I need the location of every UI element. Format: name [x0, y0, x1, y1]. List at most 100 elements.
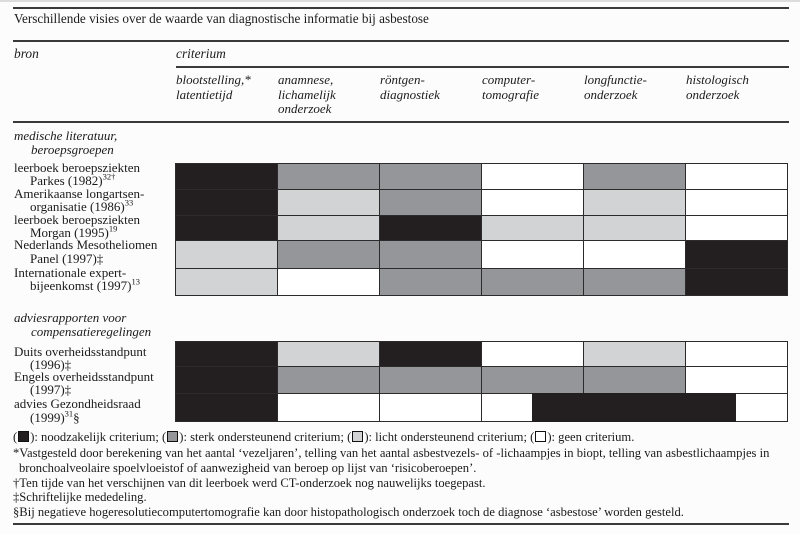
column-header-line: latentietijd	[176, 86, 233, 102]
footnote: §Bij negatieve hogeresolutiecomputertomo…	[13, 505, 684, 520]
matrix-cell-white	[685, 341, 788, 367]
matrix-cell-black	[175, 366, 278, 395]
column-header-1: blootstelling,* latentietijd	[176, 72, 276, 102]
row-label-text: §	[73, 409, 80, 425]
matrix-cell-white	[277, 268, 380, 296]
group-title-line: compensatieregelingen	[31, 323, 152, 339]
column-header-4: computer-tomografie	[482, 72, 582, 102]
matrix-cell-dark	[379, 163, 482, 190]
column-header-line: blootstelling,*	[176, 72, 251, 87]
row-label-text: organisatie (1986)	[30, 198, 125, 214]
row-label-line2: bijeenkomst (1997)13	[14, 276, 140, 294]
column-header-line: longfunctie-	[584, 72, 647, 87]
row-label-text: (1996)‡	[30, 357, 72, 373]
row-label-line1: leerboek beroepsziekten	[14, 211, 140, 227]
group-title-line: medische literatuur,	[14, 128, 118, 143]
combined-criterium-bar	[532, 392, 736, 423]
matrix-cell-light	[583, 341, 686, 367]
column-header-line: computer-	[482, 72, 536, 87]
column-header-criterium: criterium	[176, 46, 226, 61]
matrix-cell-dark	[481, 366, 584, 395]
column-header-6: histologisch onderzoek	[686, 72, 786, 102]
legend-swatch-white	[535, 430, 547, 442]
matrix-cell-black	[685, 268, 788, 296]
matrix-cell-light	[277, 188, 380, 216]
table-title: Verschillende visies over de waarde van …	[14, 11, 429, 26]
matrix-cell-white	[481, 163, 584, 190]
column-header-line: lichamelijk	[278, 86, 336, 102]
row-label-line2: Morgan (1995)19	[14, 224, 140, 240]
column-header-line: histologisch	[686, 72, 749, 87]
row-label-superscript: 13	[131, 276, 140, 287]
group-title: medische literatuur, beroepsgroepen	[14, 129, 117, 156]
top-rule	[13, 7, 789, 9]
matrix-cell-black	[685, 240, 788, 269]
column-header-line: röntgen-	[380, 72, 425, 87]
row-label-line2: Panel (1997)‡	[14, 250, 157, 266]
matrix-cell-black	[175, 214, 278, 242]
column-header-line: diagnostiek	[380, 86, 440, 102]
matrix-cell-light	[583, 188, 686, 216]
matrix-cell-light	[175, 240, 278, 269]
matrix-cell-dark	[583, 366, 686, 395]
matrix-cell-light	[175, 268, 278, 296]
matrix-cell-dark	[277, 163, 380, 190]
matrix-cell-light	[277, 341, 380, 367]
matrix-cell-dark	[379, 240, 482, 269]
column-header-line: tomografie	[482, 86, 540, 102]
row-label-text: Panel (1997)‡	[30, 250, 104, 266]
row-label-line1: Amerikaanse longartsen-	[14, 185, 145, 201]
row-label-line2: (1997)‡	[14, 383, 154, 396]
row-label: leerboek beroepsziekten Parkes (1982)32†	[14, 160, 140, 189]
matrix-cell-light	[277, 214, 380, 242]
footnote: ‡Schriftelijke mededeling.	[13, 490, 147, 505]
row-label-superscript: 33	[124, 197, 134, 208]
column-header-line: anamnese,	[278, 72, 334, 87]
row-label-line2: (1999)31§	[14, 408, 141, 425]
row-label-superscript: 31	[64, 408, 74, 419]
column-header-line: onderzoek	[584, 86, 638, 102]
row-label-line1: Nederlands Mesotheliomen	[14, 237, 158, 253]
row-label-line1: Engels overheidsstandpunt	[14, 369, 154, 384]
matrix-cell-white	[481, 341, 584, 367]
matrix-cell-dark	[379, 268, 482, 296]
row-label-text: Morgan (1995)	[30, 224, 109, 240]
matrix-cell-black	[175, 393, 278, 422]
header-rule	[13, 40, 789, 42]
matrix-cell-dark	[379, 366, 482, 395]
matrix-cell-light	[481, 214, 584, 242]
group-title-line: beroepsgroepen	[31, 141, 114, 157]
footnote: †Ten tijde van het verschijnen van dit l…	[13, 475, 486, 490]
column-header-5: longfunctie-onderzoek	[584, 72, 684, 102]
row-label-text: Parkes (1982)	[30, 173, 103, 189]
row-label-line1: leerboek beroepsziekten	[14, 160, 140, 175]
row-label-text: (1997)‡	[30, 382, 72, 398]
row-label: advies Gezondheidsraad (1999)31§	[14, 397, 141, 425]
footnote: *Vastgesteld door berekening van het aan…	[13, 446, 770, 475]
matrix-cell-black	[175, 163, 278, 190]
criterium-rule	[176, 66, 789, 68]
matrix-cell-dark	[277, 240, 380, 269]
group-title-line: adviesrapporten voor	[14, 310, 127, 325]
row-label: Amerikaanse longartsen-organisatie (1986…	[14, 185, 145, 214]
matrix-cell-dark	[583, 163, 686, 190]
row-label-text: (1999)	[30, 409, 65, 425]
legend-swatch-light	[352, 430, 364, 442]
row-label: Engels overheidsstandpunt (1997)‡	[14, 369, 154, 397]
matrix-cell-white	[685, 163, 788, 190]
row-label: Internationale expert-bijeenkomst (1997)…	[14, 266, 140, 294]
matrix-cell-white	[277, 393, 380, 422]
row-label-line2: organisatie (1986)33	[14, 197, 144, 214]
matrix-cell-black	[175, 188, 278, 216]
group-title: adviesrapporten voor compensatieregelinge…	[14, 311, 151, 338]
row-label: leerboek beroepsziekten Morgan (1995)19	[14, 211, 140, 240]
column-header-line: onderzoek	[278, 101, 332, 117]
column-header-line: onderzoek	[686, 86, 740, 102]
bottom-rule	[13, 523, 789, 525]
matrix-cell-dark	[379, 188, 482, 216]
legend-item: (): sterk ondersteunend criterium;	[162, 430, 348, 444]
column-header-3: röntgen-diagnostiek	[380, 72, 480, 102]
footnotes: *Vastgesteld door berekening van het aan…	[13, 446, 793, 520]
row-label-text: bijeenkomst (1997)	[30, 278, 132, 294]
matrix-cell-black	[379, 341, 482, 367]
